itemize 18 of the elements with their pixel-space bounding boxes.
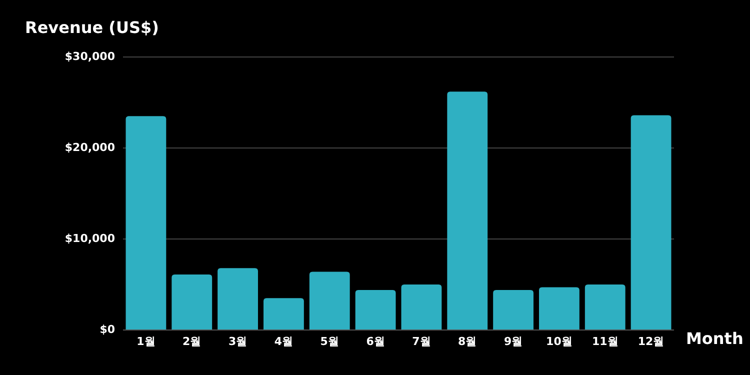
x-tick-label: 7월 bbox=[412, 335, 431, 348]
x-tick-label: 2월 bbox=[182, 335, 202, 348]
x-tick-label: 10월 bbox=[546, 335, 572, 348]
y-tick-label: $30,000 bbox=[64, 50, 116, 64]
x-tick-label: 6월 bbox=[366, 335, 385, 348]
y-tick-label: $0 bbox=[100, 323, 116, 336]
x-tick-label: 9월 bbox=[504, 335, 523, 348]
x-tick-label: 11월 bbox=[592, 335, 618, 348]
x-tick-label: 3월 bbox=[228, 335, 248, 348]
x-tick-label: 1월 bbox=[136, 335, 156, 348]
x-tick-label: 8월 bbox=[458, 335, 477, 348]
x-tick-label: 5월 bbox=[320, 335, 339, 348]
y-tick-label: $20,000 bbox=[64, 141, 116, 154]
x-tick-label: 4월 bbox=[274, 335, 294, 348]
x-axis-title: Month bbox=[686, 329, 744, 348]
chart-title: Revenue (US$) bbox=[25, 18, 159, 37]
y-tick-label: $10,000 bbox=[64, 232, 116, 246]
x-tick-label: 12월 bbox=[638, 335, 664, 348]
